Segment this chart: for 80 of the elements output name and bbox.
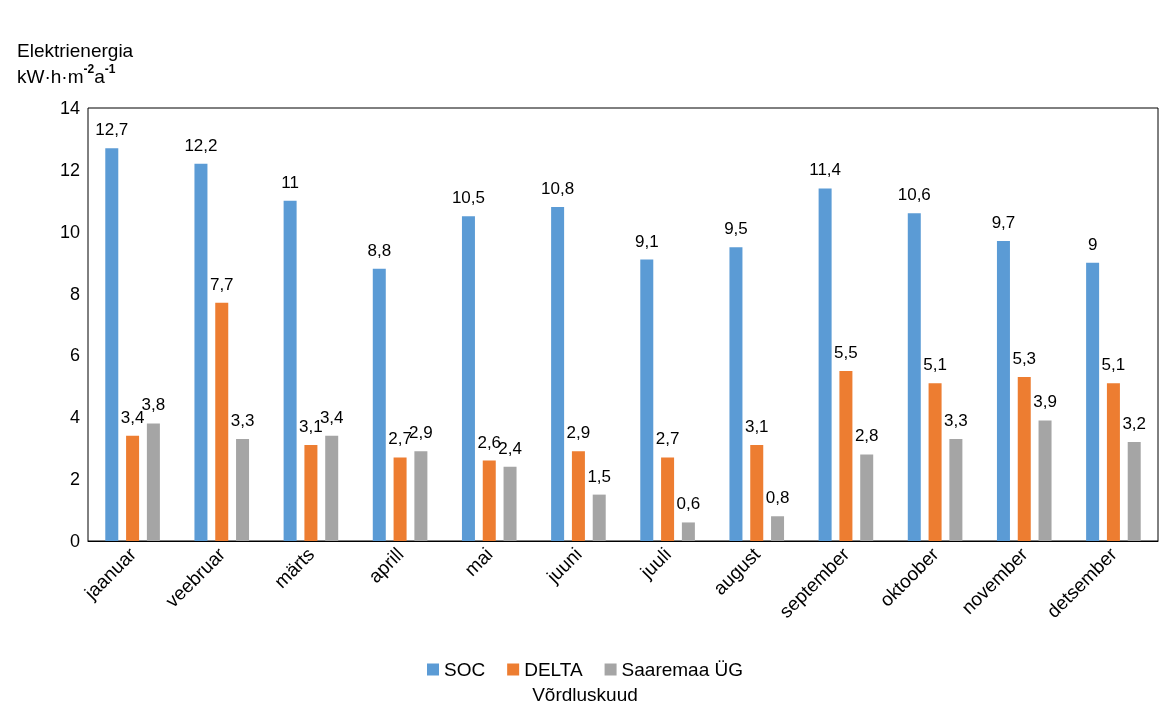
bar <box>1086 262 1100 541</box>
data-label: 3,3 <box>944 410 968 430</box>
data-label: 5,1 <box>923 355 947 375</box>
bar <box>949 438 963 541</box>
bar <box>928 383 942 541</box>
bar <box>996 240 1010 541</box>
bar <box>907 213 921 541</box>
y-tick-label: 0 <box>69 531 80 551</box>
data-label: 9,5 <box>724 219 748 239</box>
bar <box>592 494 606 541</box>
data-label: 2,7 <box>655 429 680 449</box>
data-label: 2,9 <box>409 423 433 443</box>
y-tick-label: 12 <box>59 159 80 180</box>
data-label: 0,6 <box>676 494 701 514</box>
bar <box>105 148 119 541</box>
bar <box>681 522 695 541</box>
data-label: 1,5 <box>587 466 612 486</box>
bar <box>503 466 517 541</box>
data-label: 2,9 <box>566 423 591 443</box>
bar <box>146 423 160 541</box>
data-label: 5,5 <box>834 342 858 362</box>
bar <box>1127 442 1141 541</box>
data-label: 3,1 <box>744 417 769 437</box>
data-label: 5,1 <box>1101 355 1126 375</box>
legend-label: Saaremaa ÜG <box>621 659 744 680</box>
legend-label: DELTA <box>524 659 583 680</box>
data-label: 10,6 <box>897 185 931 205</box>
data-label: 8,8 <box>367 240 392 260</box>
y-tick-label: 4 <box>69 407 80 428</box>
data-label: 5,3 <box>1012 349 1037 369</box>
bar <box>194 163 208 541</box>
data-label: 12,2 <box>184 135 218 155</box>
bar <box>860 454 874 541</box>
bar <box>571 451 585 541</box>
data-label: 10,8 <box>541 178 575 198</box>
bar <box>1038 420 1052 541</box>
x-tick-label: mai <box>460 543 497 581</box>
bar <box>640 259 654 541</box>
y-tick-label: 10 <box>59 221 80 242</box>
bar <box>839 370 853 541</box>
y-tick-label: 14 <box>59 98 80 118</box>
bar <box>551 206 565 541</box>
y-tick-label: 6 <box>69 345 80 366</box>
bar <box>771 516 785 541</box>
data-label: 12,7 <box>95 120 129 140</box>
bar <box>750 445 764 541</box>
bar <box>414 451 428 541</box>
data-label: 9,7 <box>991 212 1016 232</box>
bar <box>283 200 297 541</box>
bar <box>818 188 832 541</box>
data-label: 3,3 <box>230 410 255 430</box>
bar <box>325 435 339 541</box>
data-label: 10,5 <box>451 188 485 208</box>
data-label: 3,4 <box>319 407 344 427</box>
data-label: 2,8 <box>854 426 879 446</box>
legend-label: SOC <box>443 659 486 680</box>
data-label: 7,7 <box>209 274 234 294</box>
x-axis-title: Võrdluskuud <box>532 683 638 705</box>
bar <box>729 247 743 541</box>
data-label: 11 <box>281 172 299 192</box>
data-label: 0,8 <box>765 488 790 508</box>
y-tick-label: 2 <box>69 469 80 490</box>
bar <box>236 438 250 541</box>
data-label: 2,7 <box>388 429 412 449</box>
data-label: 3,9 <box>1033 392 1057 412</box>
bar <box>393 457 407 541</box>
bar <box>661 457 675 541</box>
data-label: 9 <box>1087 234 1098 254</box>
bar <box>215 302 229 541</box>
bar <box>1017 377 1031 541</box>
data-label: 9,1 <box>634 231 659 251</box>
bar <box>461 216 475 541</box>
y-tick-label: 8 <box>69 283 80 304</box>
data-label: 3,2 <box>1122 414 1147 434</box>
data-label: 11,4 <box>809 160 842 180</box>
bar <box>304 445 318 541</box>
bar <box>1106 383 1120 541</box>
bar <box>482 460 496 541</box>
bar <box>372 268 386 541</box>
bar <box>126 435 140 541</box>
